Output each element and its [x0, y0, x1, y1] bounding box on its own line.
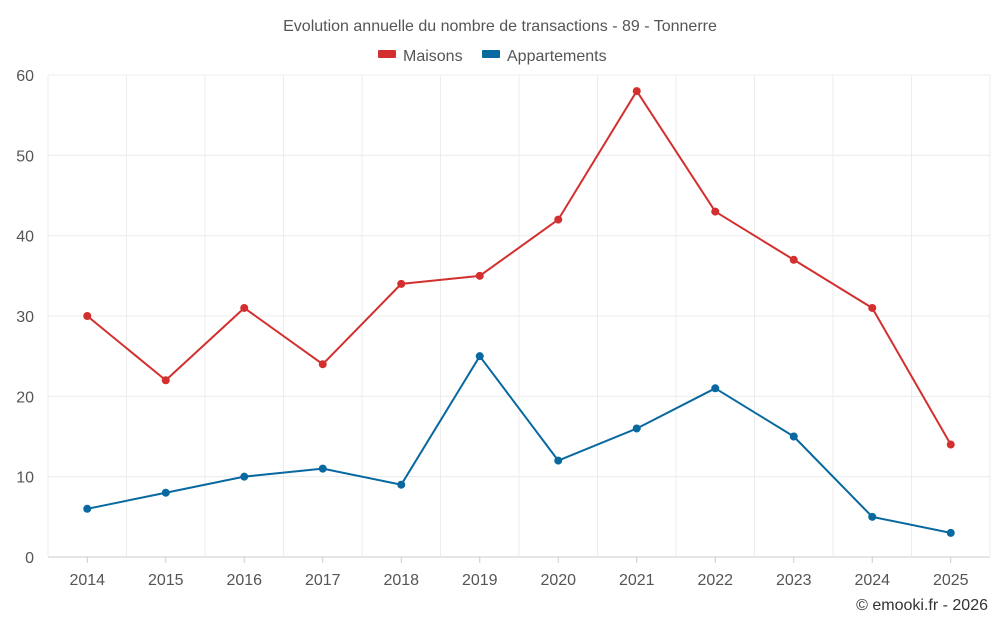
legend-label-maisons: Maisons — [403, 48, 463, 65]
data-point-appartements[interactable] — [475, 352, 484, 361]
x-tick-label: 2019 — [462, 572, 498, 589]
x-tick-label: 2018 — [383, 572, 419, 589]
data-point-maisons[interactable] — [318, 360, 327, 369]
data-point-appartements[interactable] — [161, 488, 170, 497]
data-point-maisons[interactable] — [161, 376, 170, 385]
legend: Maisons Appartements — [378, 48, 607, 65]
series-layer — [83, 87, 955, 537]
data-point-appartements[interactable] — [397, 480, 406, 489]
data-point-maisons[interactable] — [554, 215, 563, 224]
data-point-maisons[interactable] — [789, 255, 798, 264]
legend-item-maisons[interactable]: Maisons — [378, 48, 463, 65]
y-tick-label: 40 — [16, 229, 34, 246]
legend-swatch-maisons — [378, 50, 396, 58]
data-point-maisons[interactable] — [711, 207, 720, 216]
x-tick-label: 2023 — [776, 572, 812, 589]
data-point-appartements[interactable] — [240, 472, 249, 481]
data-point-maisons[interactable] — [868, 303, 877, 312]
y-tick-label: 30 — [16, 309, 34, 326]
y-tick-label: 20 — [16, 389, 34, 406]
data-point-appartements[interactable] — [83, 504, 92, 513]
x-tick-label: 2016 — [226, 572, 262, 589]
data-point-appartements[interactable] — [318, 464, 327, 473]
x-tick-label: 2017 — [305, 572, 341, 589]
x-tick-label: 2021 — [619, 572, 655, 589]
x-tick-label: 2025 — [933, 572, 969, 589]
x-tick-label: 2024 — [854, 572, 890, 589]
data-point-maisons[interactable] — [632, 87, 641, 96]
x-tick-label: 2014 — [69, 572, 105, 589]
series-line-appartements — [87, 355, 951, 534]
y-axis-ticks: 0 10 20 30 40 50 60 — [16, 68, 34, 567]
data-point-appartements[interactable] — [868, 512, 877, 521]
legend-item-appartements[interactable]: Appartements — [482, 48, 607, 65]
credit-text: © emooki.fr - 2026 — [856, 597, 988, 614]
data-point-maisons[interactable] — [240, 303, 249, 312]
data-point-appartements[interactable] — [946, 528, 955, 537]
legend-swatch-appartements — [482, 50, 500, 58]
data-point-appartements[interactable] — [789, 432, 798, 441]
y-tick-label: 10 — [16, 470, 34, 487]
series-line-maisons — [86, 90, 952, 446]
data-point-appartements[interactable] — [711, 384, 720, 393]
legend-label-appartements: Appartements — [507, 48, 607, 65]
y-tick-label: 0 — [25, 550, 34, 567]
data-point-maisons[interactable] — [83, 312, 92, 320]
y-tick-label: 50 — [16, 148, 34, 165]
data-point-maisons[interactable] — [397, 279, 406, 288]
data-point-appartements[interactable] — [554, 456, 563, 465]
series-maisons — [83, 87, 955, 449]
x-tick-label: 2015 — [148, 572, 184, 589]
data-point-appartements[interactable] — [632, 424, 641, 433]
x-tick-label: 2020 — [540, 572, 576, 589]
x-tick-label: 2022 — [697, 572, 733, 589]
series-appartements — [83, 352, 955, 537]
gridlines — [47, 74, 991, 558]
chart-title: Evolution annuelle du nombre de transact… — [283, 18, 717, 35]
x-axis-ticks: 2014 2015 2016 2017 2018 2019 2020 2021 2022 2023… — [69, 557, 969, 589]
data-point-maisons[interactable] — [946, 440, 955, 449]
data-point-maisons[interactable] — [475, 271, 484, 280]
y-tick-label: 60 — [16, 68, 34, 85]
